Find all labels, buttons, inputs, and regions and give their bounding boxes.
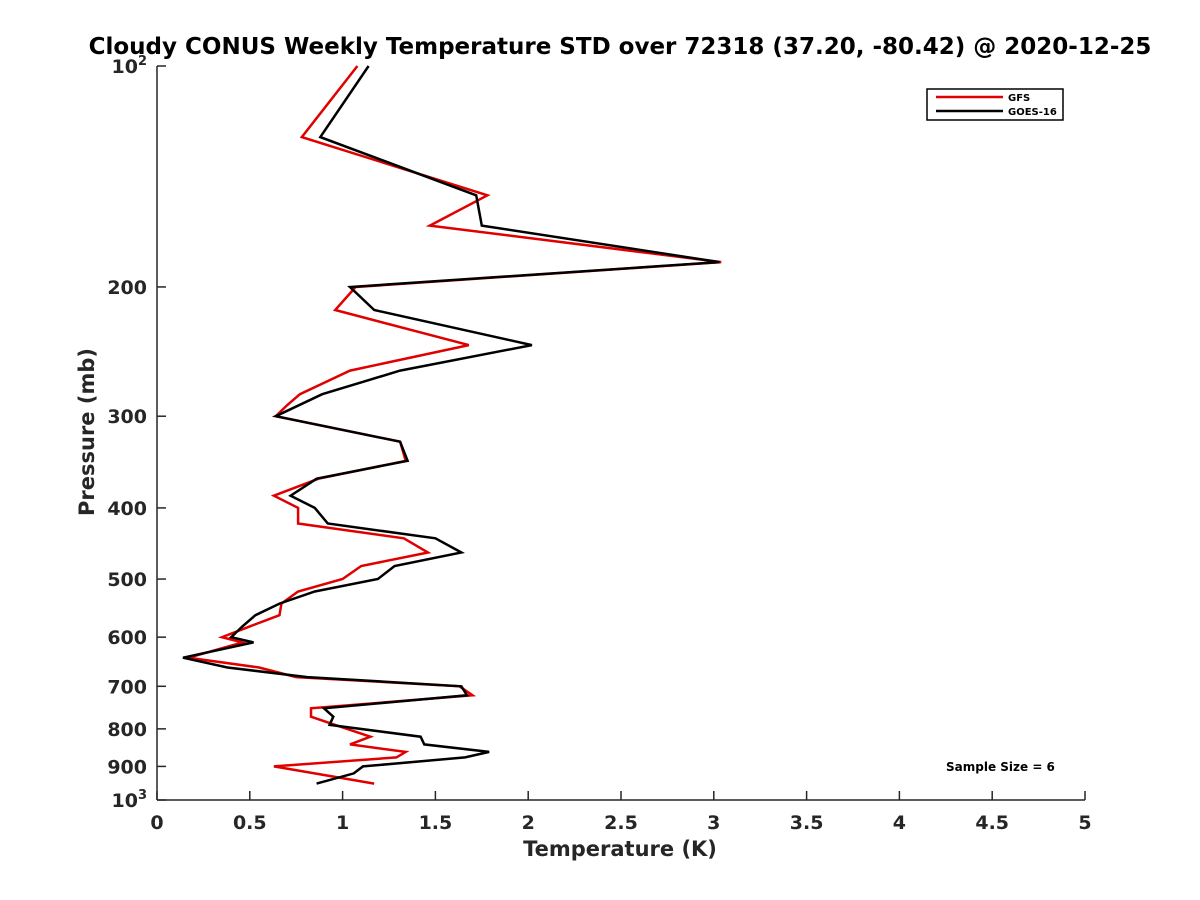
y-tick-label: 300 [107, 406, 147, 428]
legend-label-gfs: GFS [1008, 93, 1030, 104]
x-axis-label: Temperature (K) [523, 837, 717, 861]
y-axis-label: Pressure (mb) [75, 348, 99, 516]
x-tick-label: 5 [1078, 812, 1091, 834]
y-tick-label: 500 [107, 569, 147, 591]
x-tick-label: 1 [336, 812, 349, 834]
y-tick-label: 200 [107, 277, 147, 299]
x-tick-label: 4.5 [975, 812, 1009, 834]
x-tick-label: 3 [707, 812, 720, 834]
x-tick-label: 0.5 [233, 812, 267, 834]
plot-area: 0 0.5 1 1.5 2 2.5 3 3.5 4 4.5 5 102 200 300 400 500 600 7… [107, 54, 1091, 834]
chart-title: Cloudy CONUS Weekly Temperature STD over… [89, 34, 1152, 60]
legend-box [926, 88, 1064, 121]
x-tick-label: 1.5 [419, 812, 453, 834]
x-tick-label: 0 [150, 812, 163, 834]
y-tick-label: 102 [112, 54, 148, 78]
y-tick-label: 600 [107, 627, 147, 649]
legend: GFS GOES-16 [926, 88, 1064, 121]
legend-label-goes16: GOES-16 [1008, 107, 1057, 118]
x-tick-label: 2.5 [604, 812, 638, 834]
y-tick-label: 400 [107, 498, 147, 520]
y-tick-label: 700 [107, 676, 147, 698]
y-tick-label: 900 [107, 756, 147, 778]
y-tick-label: 103 [112, 788, 148, 812]
sample-size-annotation: Sample Size = 6 [946, 760, 1055, 774]
x-tick-label: 3.5 [790, 812, 824, 834]
x-tick-label: 4 [893, 812, 906, 834]
x-tick-label: 2 [522, 812, 535, 834]
series-line-goes16 [182, 65, 720, 785]
series-line-gfs [188, 65, 722, 785]
y-tick-label: 800 [107, 719, 147, 741]
